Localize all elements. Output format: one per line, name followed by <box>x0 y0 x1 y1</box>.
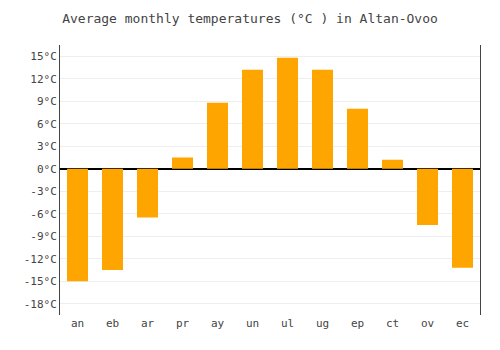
svg-text:ec: ec <box>456 317 469 330</box>
svg-text:-6°C: -6°C <box>30 208 57 221</box>
svg-text:12°C: 12°C <box>30 73 57 86</box>
svg-text:pr: pr <box>176 317 190 330</box>
svg-text:-15°C: -15°C <box>24 275 57 288</box>
svg-text:ov: ov <box>421 317 435 330</box>
svg-text:-18°C: -18°C <box>24 298 57 311</box>
svg-text:6°C: 6°C <box>37 118 57 131</box>
svg-text:ct: ct <box>386 317 399 330</box>
svg-text:-3°C: -3°C <box>30 185 57 198</box>
svg-text:9°C: 9°C <box>37 95 57 108</box>
svg-text:ug: ug <box>316 317 329 330</box>
svg-text:un: un <box>246 317 259 330</box>
svg-text:an: an <box>71 317 84 330</box>
svg-text:ul: ul <box>281 317 294 330</box>
svg-text:Average monthly temperatures (: Average monthly temperatures (°C ) in Al… <box>62 11 438 26</box>
svg-text:-9°C: -9°C <box>30 230 57 243</box>
svg-text:eb: eb <box>106 317 119 330</box>
svg-text:-12°C: -12°C <box>24 253 57 266</box>
svg-text:3°C: 3°C <box>37 140 57 153</box>
svg-text:ep: ep <box>351 317 364 330</box>
svg-text:15°C: 15°C <box>30 50 57 63</box>
svg-text:ar: ar <box>141 317 155 330</box>
svg-text:ay: ay <box>211 317 225 330</box>
svg-text:0°C: 0°C <box>37 163 57 176</box>
